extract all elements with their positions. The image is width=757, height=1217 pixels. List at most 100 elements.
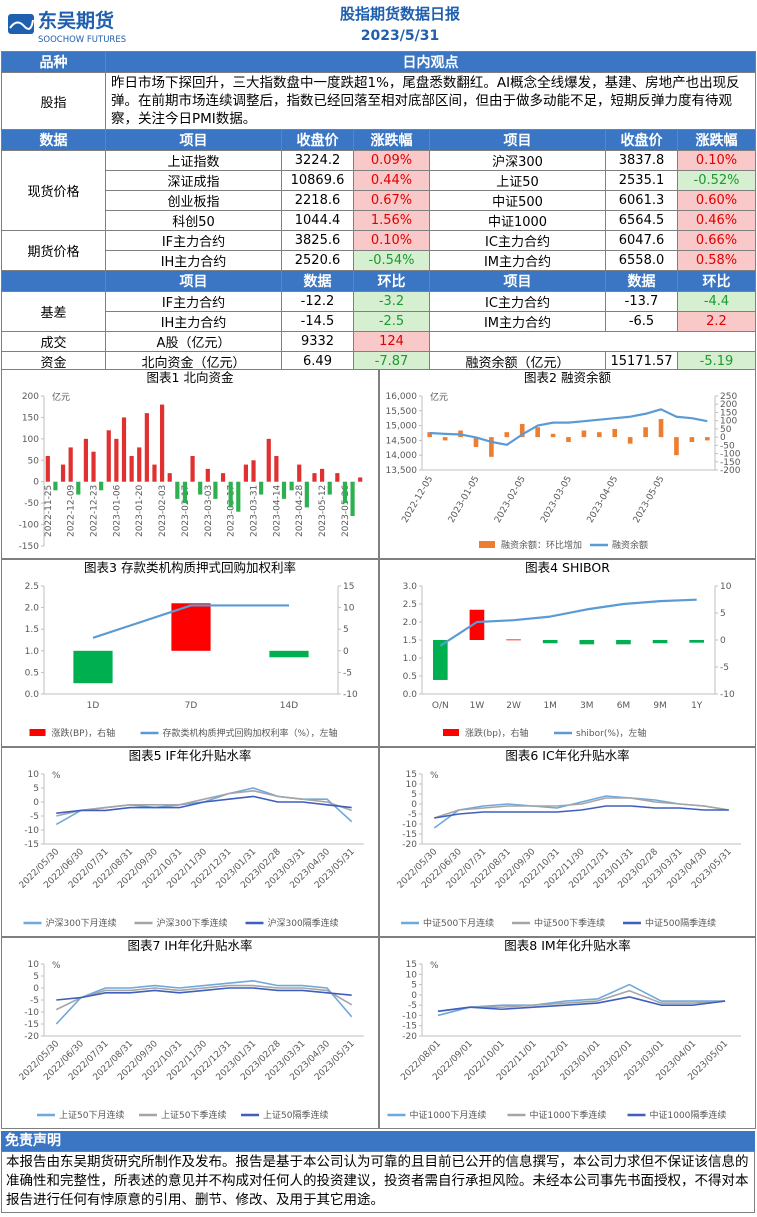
- disclaimer-title: 免责声明: [1, 1131, 755, 1151]
- bar: [504, 432, 510, 438]
- bar: [190, 456, 195, 482]
- chart-title: 图表2 融资余额: [524, 370, 611, 385]
- bar: [581, 430, 587, 438]
- line-series: [434, 805, 729, 819]
- data-cell: 科创50: [105, 210, 282, 231]
- y2-tick-label: 50: [720, 425, 732, 435]
- change-cell: 0.44%: [353, 170, 430, 191]
- data-cell: IM主力合约: [429, 250, 606, 271]
- header-cell: 涨跌幅: [353, 129, 430, 151]
- table-row: 数据 项目 收盘价 涨跌幅 项目 收盘价 涨跌幅: [1, 129, 756, 151]
- header-cell: 数据: [281, 270, 354, 292]
- data-cell: IH主力合约: [105, 311, 282, 332]
- data-cell: 3224.2: [281, 150, 354, 171]
- table-row: 品种 日内观点: [1, 51, 756, 73]
- x-tick-label: 2022-11-25: [44, 485, 54, 537]
- bar: [597, 432, 602, 438]
- change-cell: 0.66%: [677, 230, 756, 251]
- chart-title: 图表4 SHIBOR: [525, 560, 610, 575]
- bar: [99, 481, 104, 491]
- data-cell: 北向资金（亿元）: [105, 351, 282, 372]
- y-axis-label: %: [52, 961, 61, 971]
- bar: [45, 456, 50, 482]
- data-cell: 10869.6: [281, 170, 354, 191]
- bar: [269, 650, 309, 658]
- bar: [627, 437, 633, 444]
- data-cell: 上证50: [429, 170, 606, 191]
- x-tick-label: 2023-03-31: [250, 485, 260, 537]
- y-tick-label: 100: [22, 435, 39, 445]
- y2-tick-label: 0: [720, 433, 726, 443]
- data-cell: 沪深300: [429, 150, 606, 171]
- data-cell: 3825.6: [281, 230, 354, 251]
- bar: [612, 428, 618, 438]
- data-cell: 6558.0: [605, 250, 678, 271]
- bar: [129, 456, 134, 482]
- table-row: 项目 数据 环比 项目 数据 环比: [1, 270, 756, 292]
- bar: [73, 650, 113, 684]
- x-tick-label: 2023-02-03: [158, 485, 168, 537]
- y-tick-label: 1.5: [403, 636, 417, 646]
- bar: [144, 413, 149, 482]
- bar: [266, 438, 271, 482]
- bar: [121, 417, 127, 482]
- company-name: 东吴期货: [38, 9, 114, 32]
- bar: [304, 481, 309, 508]
- y2-tick-label: -5: [720, 663, 729, 673]
- header-cell: 日内观点: [105, 51, 756, 73]
- x-tick-label: 2023-04-14: [272, 484, 282, 537]
- table-row: 深证成指 10869.6 0.44% 上证50 2535.1 -0.52%: [2, 170, 756, 191]
- data-cell: 2520.6: [281, 250, 354, 271]
- y-tick-label: 2.0: [25, 604, 40, 614]
- y-tick-label: 0.5: [25, 668, 39, 678]
- data-table: 品种 日内观点 股指 昨日市场下探回升，三大指数盘中一度跌超1%，尾盘悉数翻红。AI概…: [1, 51, 756, 393]
- bar: [658, 419, 664, 438]
- bar: [213, 481, 218, 499]
- disclaimer-text: 本报告由东吴期货研究所制作及发布。报告是基于本公司认为可靠的且目前已公开的信息撰…: [1, 1151, 755, 1213]
- line-series: [437, 996, 726, 1013]
- data-cell: -6.5: [605, 311, 678, 332]
- bar: [442, 437, 448, 441]
- bar: [167, 473, 172, 482]
- data-cell: IC主力合约: [429, 291, 606, 312]
- bar: [489, 437, 494, 457]
- x-tick-label: 2023-01-05: [447, 475, 482, 525]
- legend-swatch: [443, 729, 459, 736]
- y-tick-label: -10: [24, 826, 39, 836]
- bar: [236, 481, 241, 512]
- header-graphic: 东吴期货 SOOCHOW FUTURES 股指期货数据日报 2023/5/31: [8, 5, 460, 45]
- y-tick-label: 2.5: [25, 582, 39, 592]
- y-tick-label: 13,500: [386, 466, 418, 476]
- y-tick-label: 5: [411, 981, 417, 991]
- y-tick-label: 0: [33, 798, 39, 808]
- bar: [350, 481, 355, 516]
- report-title: 股指期货数据日报: [340, 5, 460, 23]
- legend-label: 沪深300隔季连续: [268, 917, 339, 929]
- x-tick-label: 2022-12-09: [67, 484, 77, 537]
- x-tick-label: 2023-02-05: [493, 475, 528, 525]
- bar: [704, 437, 710, 441]
- chart: 图表2 融资余额 13,500 14,000 14,500 15,000 15,500 16…: [386, 370, 741, 551]
- data-cell: 中证1000: [429, 210, 606, 231]
- y-tick-label: 15,000: [386, 422, 418, 432]
- header-cell: [1, 270, 106, 292]
- y-tick-label: -15: [24, 840, 39, 850]
- table-row: 成交 A股（亿元） 9332 124: [1, 331, 756, 352]
- empty-cell: [429, 331, 756, 352]
- data-cell: IM主力合约: [429, 311, 606, 332]
- header-cell: 涨跌幅: [677, 129, 756, 151]
- data-cell: IC主力合约: [429, 230, 606, 251]
- x-tick-label: 9M: [653, 701, 667, 711]
- header-cell: 收盘价: [281, 129, 354, 151]
- row-label: 期货价格: [1, 230, 106, 271]
- bar: [259, 481, 264, 495]
- y-tick-label: 0: [33, 478, 39, 488]
- y-tick-label: 50: [28, 456, 40, 466]
- bar: [160, 404, 165, 482]
- y2-tick-label: 10: [720, 582, 732, 592]
- legend-label: 中证500隔季连续: [645, 917, 716, 929]
- row-label: 成交: [1, 331, 106, 352]
- y2-tick-label: 5: [720, 609, 726, 619]
- data-cell: IH主力合约: [105, 250, 282, 271]
- header-cell: 数据: [1, 129, 106, 151]
